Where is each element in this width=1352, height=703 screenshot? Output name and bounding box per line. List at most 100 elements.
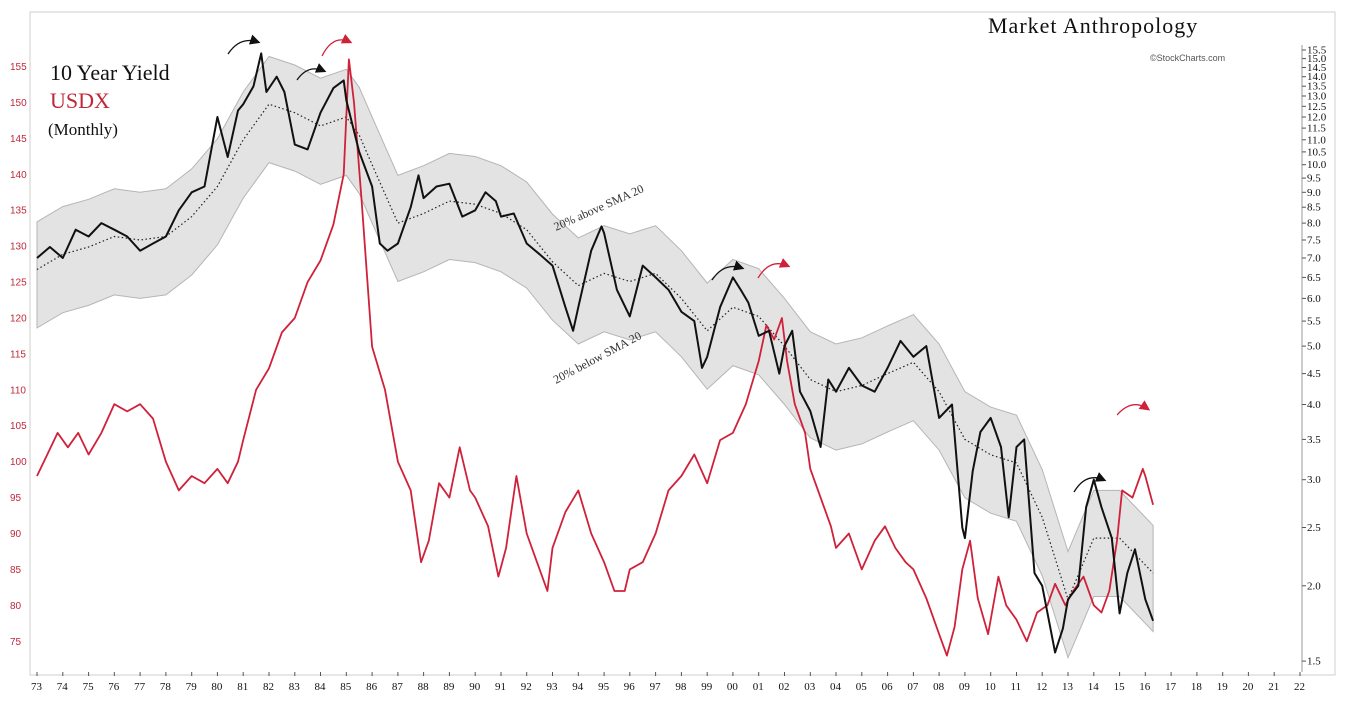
x-tick-label: 08	[933, 681, 945, 693]
sma-band	[36, 55, 1154, 660]
left-tick-label: 135	[10, 206, 27, 217]
left-tick-label: 140	[10, 170, 27, 181]
x-tick-label: 19	[1217, 681, 1229, 693]
right-tick-label: 5.0	[1307, 341, 1321, 353]
legend-usdx: USDX	[50, 88, 110, 113]
left-tick-label: 115	[10, 349, 26, 360]
right-tick-label: 10.5	[1307, 146, 1327, 158]
x-tick-label: 07	[907, 681, 919, 693]
left-tick-label: 130	[10, 242, 27, 253]
x-tick-label: 12	[1036, 681, 1047, 693]
x-tick-label: 78	[160, 681, 172, 693]
arrow-red-2001	[757, 258, 791, 279]
legend: 10 Year Yield USDX (Monthly)	[48, 60, 170, 139]
x-tick-label: 22	[1294, 681, 1305, 693]
right-tick-label: 12.5	[1307, 101, 1327, 113]
x-tick-label: 00	[727, 681, 739, 693]
right-tick-label: 9.5	[1307, 173, 1321, 185]
x-tick-label: 89	[443, 681, 455, 693]
x-tick-label: 91	[495, 681, 506, 693]
x-tick-label: 96	[624, 681, 636, 693]
x-tick-label: 73	[31, 681, 43, 693]
right-tick-label: 11.0	[1307, 134, 1326, 146]
right-tick-label: 14.0	[1307, 71, 1327, 83]
x-tick-label: 99	[701, 681, 713, 693]
x-tick-label: 97	[650, 681, 662, 693]
right-tick-label: 15.0	[1307, 53, 1327, 65]
x-tick-label: 85	[340, 681, 352, 693]
arrow-black-1981	[227, 34, 261, 55]
x-axis: 73 74 75 76 77 78 79 80 81 82 83 84 85 86 87 88 89 90 91 92…	[31, 672, 1305, 693]
right-tick-label: 3.0	[1307, 474, 1321, 486]
right-axis: 1.5 2.0 2.5 3.0 3.5 4.0 4.5 5.0 5.5 6.0 6.5 7.0 7.5 8…	[1301, 45, 1327, 672]
x-tick-label: 76	[108, 681, 120, 693]
x-tick-label: 75	[83, 681, 95, 693]
x-tick-label: 14	[1088, 681, 1100, 693]
x-tick-label: 82	[263, 681, 274, 693]
x-tick-label: 09	[959, 681, 971, 693]
x-tick-label: 17	[1165, 681, 1177, 693]
left-tick-label: 105	[10, 421, 27, 432]
x-tick-label: 83	[289, 681, 301, 693]
left-tick-label: 145	[10, 134, 27, 145]
right-tick-label: 8.0	[1307, 218, 1321, 230]
right-tick-label: 9.0	[1307, 187, 1321, 199]
x-tick-label: 74	[57, 681, 69, 693]
left-tick-label: 155	[10, 62, 27, 73]
x-tick-label: 06	[882, 681, 894, 693]
right-tick-label: 3.5	[1307, 434, 1321, 446]
x-tick-label: 21	[1268, 681, 1279, 693]
x-tick-label: 05	[856, 681, 868, 693]
x-tick-label: 10	[985, 681, 997, 693]
x-tick-label: 88	[418, 681, 430, 693]
right-tick-label: 6.0	[1307, 293, 1321, 305]
peak-arrows	[227, 33, 1151, 493]
right-tick-label: 12.0	[1307, 112, 1327, 124]
left-tick-label: 90	[10, 529, 22, 540]
x-tick-label: 95	[598, 681, 610, 693]
stockcharts-credit: ©StockCharts.com	[1150, 53, 1225, 63]
x-tick-label: 90	[469, 681, 481, 693]
legend-subtitle: (Monthly)	[48, 120, 118, 139]
x-tick-label: 15	[1114, 681, 1126, 693]
right-tick-label: 13.0	[1307, 91, 1327, 103]
x-tick-label: 77	[134, 681, 146, 693]
right-tick-label: 4.0	[1307, 399, 1321, 411]
arrow-black-2000	[711, 260, 745, 281]
series-group	[36, 52, 1155, 657]
yield-line	[36, 52, 1155, 654]
left-tick-label: 80	[10, 601, 22, 612]
x-tick-label: 04	[830, 681, 842, 693]
brand: Market Anthropology ©StockCharts.com	[988, 13, 1225, 63]
arrow-red-2015	[1116, 400, 1151, 416]
left-axis: 75 80 85 90 95 100 105 110 115 120 125 130 135 140 145…	[10, 62, 27, 648]
right-tick-label: 13.5	[1307, 81, 1327, 93]
right-tick-label: 4.5	[1307, 368, 1321, 380]
x-tick-label: 92	[521, 681, 532, 693]
left-tick-label: 85	[10, 565, 22, 576]
left-tick-label: 120	[10, 314, 27, 325]
x-tick-label: 79	[186, 681, 198, 693]
x-tick-label: 13	[1062, 681, 1074, 693]
sma-band-area	[36, 55, 1154, 660]
right-tick-label: 15.5	[1307, 45, 1327, 57]
left-tick-label: 75	[10, 637, 22, 648]
right-tick-label: 6.5	[1307, 272, 1321, 284]
left-tick-label: 95	[10, 493, 22, 504]
x-tick-label: 02	[779, 681, 790, 693]
x-tick-label: 03	[804, 681, 816, 693]
arrow-black-2013	[1073, 472, 1107, 493]
right-tick-label: 7.5	[1307, 235, 1321, 247]
left-tick-label: 150	[10, 98, 27, 109]
brand-name: Market Anthropology	[988, 13, 1198, 38]
arrow-black-1984	[296, 63, 327, 81]
right-tick-label: 1.5	[1307, 656, 1321, 668]
x-tick-label: 87	[392, 681, 404, 693]
right-tick-label: 2.0	[1307, 580, 1321, 592]
right-tick-label: 5.5	[1307, 316, 1321, 328]
left-tick-label: 110	[10, 385, 26, 396]
x-tick-label: 94	[572, 681, 584, 693]
x-tick-label: 86	[366, 681, 378, 693]
x-tick-label: 98	[675, 681, 687, 693]
